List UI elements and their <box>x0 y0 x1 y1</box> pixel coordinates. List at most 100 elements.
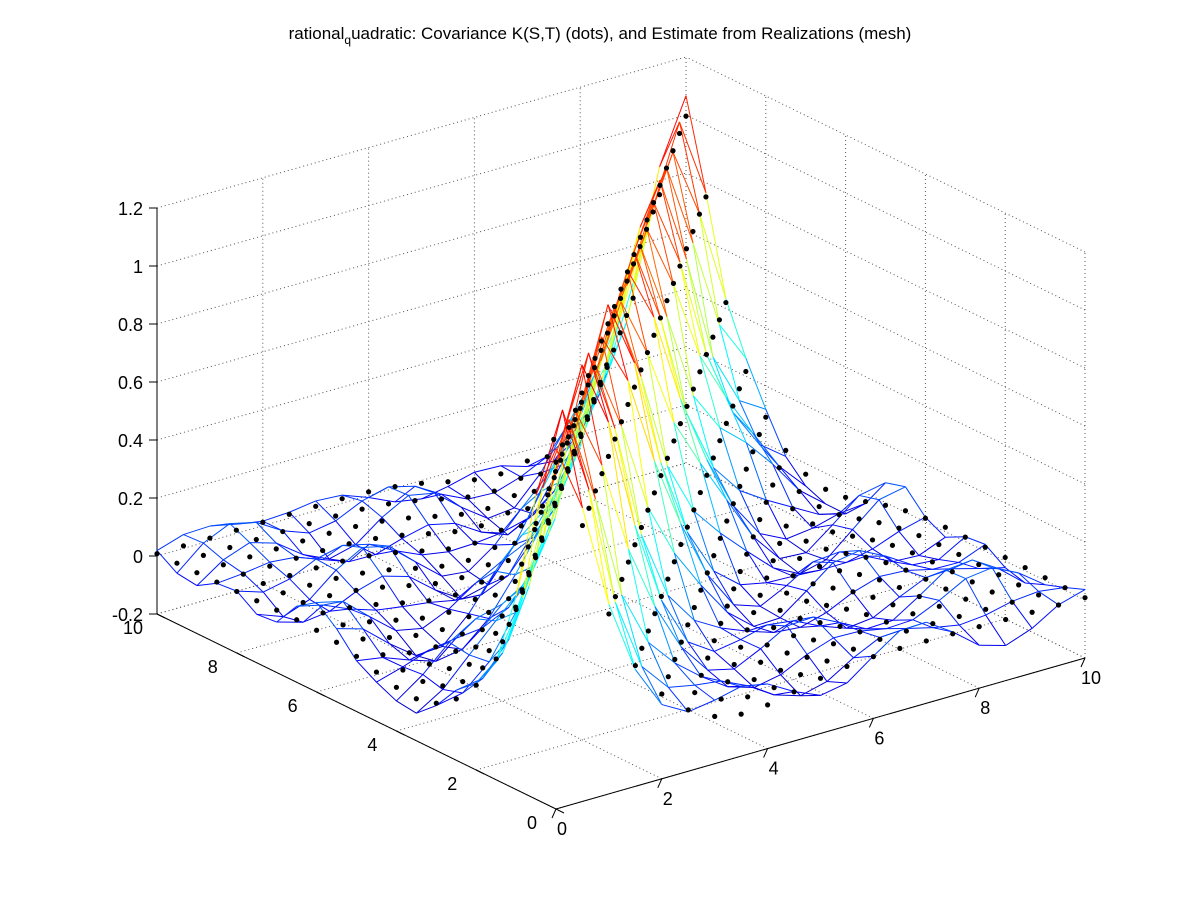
mesh-edge <box>726 499 754 538</box>
mesh-edge <box>746 550 774 569</box>
mesh-edge <box>522 487 544 598</box>
covariance-dot <box>630 261 637 267</box>
mesh-edge <box>183 525 211 536</box>
x-tick-mark <box>974 687 980 698</box>
mesh-edge <box>668 684 695 688</box>
covariance-dot <box>459 575 465 581</box>
covariance-dot <box>591 396 597 403</box>
covariance-dot <box>493 656 499 662</box>
mesh-edge <box>819 622 841 627</box>
mesh-edge <box>792 506 820 515</box>
mesh-edge <box>918 554 939 560</box>
z-tick-label: 1 <box>133 257 143 277</box>
covariance-dot <box>519 561 525 567</box>
covariance-dot <box>645 628 651 634</box>
mesh-edge <box>501 587 523 605</box>
covariance-dot <box>260 519 266 525</box>
covariance-dot <box>644 349 651 356</box>
mesh-edge <box>653 460 682 525</box>
covariance-dot <box>478 523 484 529</box>
mesh-edge <box>627 380 655 462</box>
mesh-edge <box>865 555 893 563</box>
y-tick-mark <box>316 691 325 697</box>
mesh-edge <box>733 604 761 607</box>
mesh-edge <box>336 628 357 661</box>
mesh-edge <box>805 552 827 561</box>
mesh-edge <box>621 594 649 643</box>
y-tick-label: 4 <box>367 735 377 755</box>
mesh-edge <box>461 584 489 600</box>
mesh-edge <box>746 550 768 584</box>
mesh-edge <box>474 560 503 584</box>
mesh-edge <box>859 630 881 638</box>
mesh-edge <box>666 465 695 512</box>
covariance-dot <box>909 550 916 556</box>
mesh-edge <box>667 595 689 643</box>
covariance-dot <box>472 596 478 602</box>
covariance-dot <box>683 246 690 252</box>
covariance-dot <box>359 570 366 576</box>
x-tick-mark <box>763 748 769 758</box>
covariance-dot <box>624 312 630 319</box>
z-tick-label: 0.2 <box>118 489 143 509</box>
covariance-dot <box>836 512 842 518</box>
grid-line <box>685 288 1086 485</box>
mesh-edge <box>859 628 887 632</box>
covariance-dot <box>505 510 511 516</box>
mesh-edge <box>659 121 680 168</box>
mesh-edge <box>707 669 729 688</box>
mesh-edge <box>156 550 178 574</box>
mesh-edge <box>627 549 649 643</box>
mesh-edge <box>819 551 840 571</box>
mesh-edge <box>475 661 497 684</box>
mesh-edge <box>428 599 456 604</box>
mesh-edge <box>852 591 874 619</box>
mesh-edge <box>699 355 727 399</box>
mesh-edge <box>474 471 495 494</box>
covariance-dot <box>247 554 253 560</box>
mesh-edge <box>898 516 926 532</box>
covariance-dot <box>778 667 784 673</box>
covariance-dot <box>743 466 749 472</box>
covariance-dot <box>1009 599 1015 605</box>
covariance-dot <box>433 644 439 650</box>
covariance-dot <box>890 602 896 608</box>
mesh-edge <box>785 456 807 487</box>
mesh-edge <box>812 551 840 563</box>
y-tick-label: 10 <box>123 618 143 638</box>
covariance-dot <box>698 587 704 593</box>
covariance-dot <box>671 559 677 565</box>
covariance-dot <box>678 639 684 645</box>
mesh-edge <box>692 395 714 468</box>
mesh-edge <box>242 573 264 593</box>
mesh-edge <box>666 167 694 243</box>
mesh-edge <box>680 646 702 677</box>
mesh-edge <box>434 492 456 524</box>
covariance-dot <box>585 382 591 388</box>
covariance-dot <box>552 500 558 506</box>
covariance-dot <box>837 623 843 630</box>
covariance-dot <box>677 421 684 427</box>
mesh-edge <box>885 555 913 566</box>
mesh-edge <box>912 564 933 570</box>
x-tick-label: 10 <box>1081 668 1101 688</box>
mesh-edge <box>520 490 542 510</box>
mesh-edge <box>507 536 536 576</box>
covariance-dot <box>486 609 492 615</box>
covariance-dot <box>783 447 789 453</box>
covariance-dot <box>505 557 511 564</box>
mesh-edge <box>501 540 529 562</box>
covariance-dot <box>843 494 849 500</box>
mesh-edge <box>620 301 648 354</box>
covariance-dot <box>897 645 903 651</box>
y-tick-mark <box>475 769 485 775</box>
covariance-dot <box>578 431 584 437</box>
covariance-dot <box>724 518 730 524</box>
mesh-edge <box>686 531 715 572</box>
covariance-dot <box>591 365 598 371</box>
covariance-dot <box>738 644 744 650</box>
covariance-dot <box>234 588 240 595</box>
covariance-dot <box>346 541 352 547</box>
mesh-edge <box>654 606 682 648</box>
mesh-edge <box>640 245 661 319</box>
